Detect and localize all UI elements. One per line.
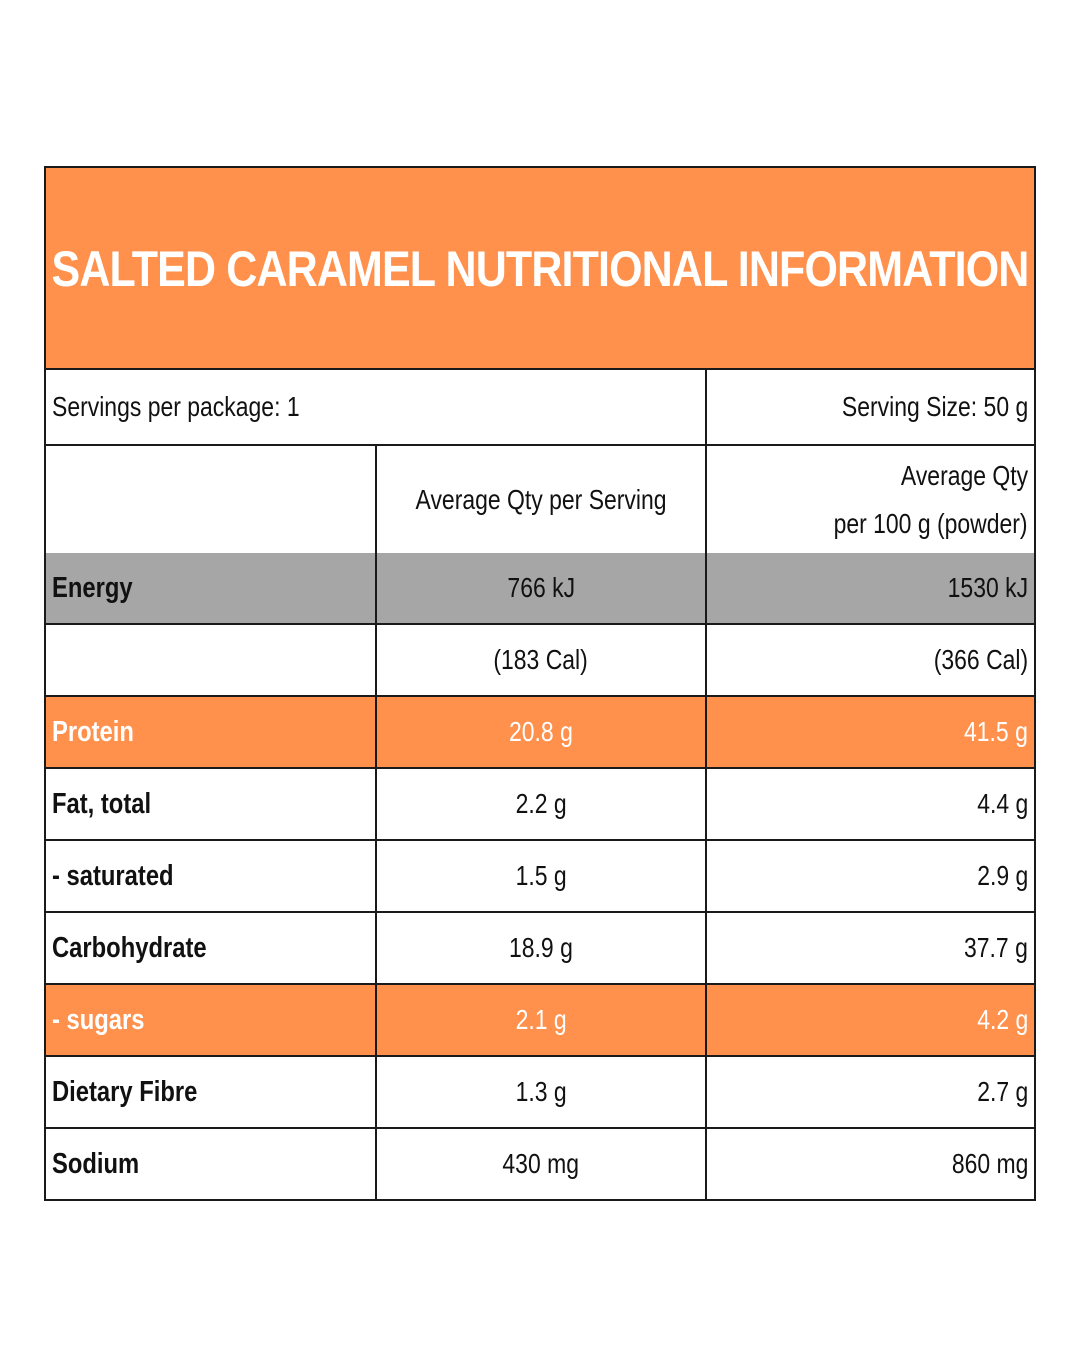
- per-100g-value-cell: 2.7 g: [705, 1055, 1034, 1129]
- nutrient-name-cell: Sodium: [46, 1127, 377, 1199]
- per-100g-value-cell: 4.4 g: [705, 767, 1034, 841]
- table-row: Dietary Fibre 1.3 g 2.7 g: [46, 1055, 1034, 1129]
- servings-per-package-cell: Servings per package: 1: [46, 370, 707, 446]
- per-serving-value: (183 Cal): [493, 644, 589, 675]
- page-title: SALTED CARAMEL NUTRITIONAL INFORMATION: [51, 241, 1030, 297]
- table-row: Protein 20.8 g 41.5 g: [46, 695, 1034, 769]
- per-100g-value: 860 mg: [951, 1148, 1028, 1179]
- per-serving-value-cell: (183 Cal): [375, 623, 707, 697]
- nutrient-name: - sugars: [52, 1003, 145, 1036]
- per-serving-value-cell: 1.3 g: [375, 1055, 707, 1129]
- table-row: (183 Cal) (366 Cal): [46, 623, 1034, 697]
- per-100g-value-cell: 4.2 g: [705, 983, 1034, 1057]
- per-100g-value: 2.7 g: [976, 1076, 1028, 1107]
- per-100g-value: (366 Cal): [933, 644, 1028, 675]
- per-100g-value-cell: 1530 kJ: [705, 553, 1034, 625]
- per-100g-value: 2.9 g: [976, 860, 1028, 891]
- nutrient-name-cell: - sugars: [46, 983, 377, 1057]
- table-row: Sodium 430 mg 860 mg: [46, 1127, 1034, 1199]
- nutrition-panel: SALTED CARAMEL NUTRITIONAL INFORMATION S…: [44, 166, 1036, 1201]
- header-per-100g-line1: Average Qty: [900, 459, 1028, 491]
- per-serving-value: 1.3 g: [515, 1076, 567, 1107]
- per-serving-value: 20.8 g: [509, 716, 573, 747]
- table-row: - saturated 1.5 g 2.9 g: [46, 839, 1034, 913]
- per-serving-value-cell: 430 mg: [375, 1127, 707, 1199]
- per-serving-value: 2.1 g: [515, 1004, 567, 1035]
- header-per-serving: Average Qty per Serving: [415, 483, 667, 515]
- nutrient-name: Protein: [52, 715, 134, 748]
- servings-per-package: Servings per package: 1: [52, 391, 300, 422]
- nutrient-name-cell: Protein: [46, 695, 377, 769]
- nutrient-name: Fat, total: [52, 787, 152, 820]
- header-per-serving-cell: Average Qty per Serving: [375, 444, 707, 553]
- table-row: Fat, total 2.2 g 4.4 g: [46, 767, 1034, 841]
- nutrient-name: Dietary Fibre: [52, 1075, 198, 1108]
- table-row: - sugars 2.1 g 4.2 g: [46, 983, 1034, 1057]
- per-100g-value-cell: 37.7 g: [705, 911, 1034, 985]
- per-serving-value-cell: 2.1 g: [375, 983, 707, 1057]
- nutrient-name-cell: Carbohydrate: [46, 911, 377, 985]
- nutrient-name: Carbohydrate: [52, 931, 207, 964]
- per-serving-value-cell: 766 kJ: [375, 553, 707, 625]
- header-empty-cell: [46, 444, 377, 553]
- nutrient-name-cell: Fat, total: [46, 767, 377, 841]
- per-serving-value-cell: 2.2 g: [375, 767, 707, 841]
- per-100g-value-cell: 41.5 g: [705, 695, 1034, 769]
- nutrient-rows: Energy 766 kJ 1530 kJ (183 Cal) (366 Cal) Pro…: [46, 553, 1034, 1199]
- per-serving-value: 766 kJ: [507, 572, 575, 603]
- per-serving-value-cell: 20.8 g: [375, 695, 707, 769]
- nutrient-name: - saturated: [52, 859, 174, 892]
- table-row: Energy 766 kJ 1530 kJ: [46, 553, 1034, 625]
- per-serving-value: 1.5 g: [515, 860, 567, 891]
- per-100g-value: 4.2 g: [976, 1004, 1028, 1035]
- title-bar: SALTED CARAMEL NUTRITIONAL INFORMATION: [46, 168, 1034, 370]
- per-100g-value-cell: 2.9 g: [705, 839, 1034, 913]
- nutrient-name-cell: Energy: [46, 553, 377, 625]
- nutrient-name-cell: [46, 623, 377, 697]
- per-100g-value: 37.7 g: [964, 932, 1028, 963]
- per-100g-value: 4.4 g: [976, 788, 1028, 819]
- nutrient-name: Sodium: [52, 1147, 140, 1180]
- nutrient-name-cell: - saturated: [46, 839, 377, 913]
- table-row: Carbohydrate 18.9 g 37.7 g: [46, 911, 1034, 985]
- serving-size-cell: Serving Size: 50 g: [705, 370, 1034, 446]
- header-per-100g-line2: per 100 g (powder): [834, 507, 1028, 539]
- nutrient-name-cell: Dietary Fibre: [46, 1055, 377, 1129]
- header-per-100g-cell: Average Qty per 100 g (powder): [705, 444, 1034, 553]
- serving-size: Serving Size: 50 g: [841, 391, 1028, 422]
- nutrition-table: Servings per package: 1 Serving Size: 50…: [46, 370, 1034, 1199]
- per-100g-value: 41.5 g: [964, 716, 1028, 747]
- per-serving-value: 430 mg: [502, 1148, 580, 1179]
- per-100g-value: 1530 kJ: [947, 572, 1028, 603]
- column-header-row: Average Qty per Serving Average Qty per …: [46, 444, 1034, 553]
- per-serving-value: 18.9 g: [509, 932, 573, 963]
- serving-info-row: Servings per package: 1 Serving Size: 50…: [46, 370, 1034, 446]
- per-serving-value: 2.2 g: [515, 788, 567, 819]
- per-100g-value-cell: 860 mg: [705, 1127, 1034, 1199]
- nutrient-name: Energy: [52, 571, 133, 604]
- per-serving-value-cell: 18.9 g: [375, 911, 707, 985]
- per-100g-value-cell: (366 Cal): [705, 623, 1034, 697]
- per-serving-value-cell: 1.5 g: [375, 839, 707, 913]
